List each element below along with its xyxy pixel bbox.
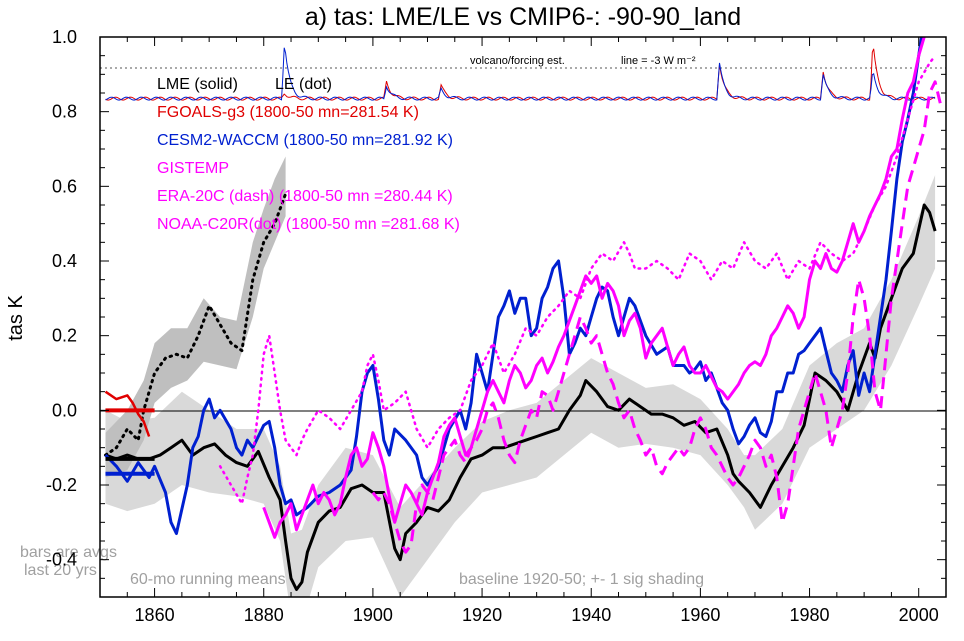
legend-noaa: NOAA-C20R(dot) (1800-50 mn =281.68 K) (157, 216, 460, 233)
annotation-running-means: 60-mo running means (130, 571, 286, 588)
series-layer (104, 37, 942, 591)
series-fgoals-g3-red-solid-pre-1860 (104, 390, 151, 437)
legend-fgoals: FGOALS-g3 (1800-50 mn=281.54 K) (157, 104, 419, 121)
volcano-forcing-layer (105, 47, 936, 101)
y-tick-label: -0.2 (46, 475, 77, 495)
plot-frame (99, 36, 947, 598)
y-tick-label: -0.4 (46, 550, 77, 570)
y-tick-label: 0.6 (52, 176, 77, 196)
annotation-bars-line2: last 20 yrs (24, 562, 97, 579)
series-noaa-c20r-magenta-dot (218, 54, 937, 505)
chart-title: a) tas: LME/LE vs CMIP6-: -90-90_land (305, 3, 741, 31)
x-tick-label: 1880 (244, 605, 284, 625)
shading-le-1-sigma (105, 156, 286, 478)
series-cesm2-waccm-blue-solid (104, 37, 923, 535)
legend-header-dot: LE (dot) (275, 76, 332, 93)
legend-era: ERA-20C (dash) (1800-50 mn =280.44 K) (157, 188, 453, 205)
series-le-ensemble-mean-black-dot-1850-1885 (104, 192, 288, 457)
x-tick-label: 2000 (899, 605, 939, 625)
annotation-line-ref: line = -3 W m⁻² (621, 55, 696, 67)
y-tick-label: 1.0 (52, 27, 77, 47)
series-era-20c-magenta-dash (371, 80, 942, 554)
x-tick-label: 1920 (462, 605, 502, 625)
volcano-forcing-blue (105, 47, 936, 101)
y-tick-label: 0.0 (52, 400, 77, 420)
volcano-forcing-red (105, 48, 936, 101)
annotation-baseline: baseline 1920-50; +- 1 sig shading (459, 571, 704, 588)
y-axis-label: tas K (5, 295, 27, 341)
legend-header-solid: LME (solid) (157, 76, 238, 93)
series-gistemp-magenta-solid (262, 37, 926, 539)
x-tick-label: 1960 (680, 605, 720, 625)
series-lme-le-ensemble-mean-black-solid (105, 203, 937, 591)
x-tick-label: 1980 (790, 605, 830, 625)
legend-cesm: CESM2-WACCM (1800-50 mn=281.92 K) (157, 132, 453, 149)
y-tick-label: 0.2 (52, 326, 77, 346)
x-tick-label: 1860 (135, 605, 175, 625)
legend-gistemp: GISTEMP (157, 160, 229, 177)
annotation-bars-line1: bars are avgs (20, 544, 117, 561)
y-tick-label: 0.4 (52, 251, 77, 271)
y-tick-label: 0.8 (52, 102, 77, 122)
annotation-volcano: volcano/forcing est. (470, 55, 565, 67)
axes: 1860 1880 1900 1920 1940 1960 1980 2000 -0.4 -0.2… (46, 27, 947, 625)
bar-layer (105, 408, 155, 476)
x-tick-label: 1940 (571, 605, 611, 625)
shading-layer (105, 156, 936, 597)
x-tick-label: 1900 (353, 605, 393, 625)
